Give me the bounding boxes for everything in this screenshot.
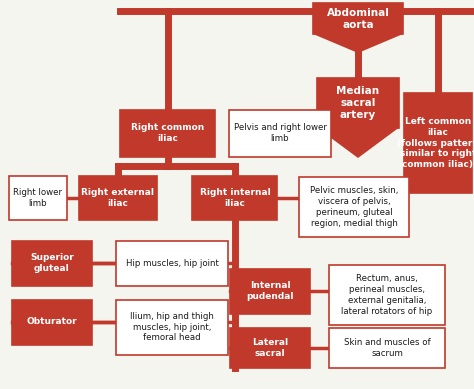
FancyBboxPatch shape [192, 176, 277, 220]
Text: Right lower
limb: Right lower limb [13, 188, 63, 208]
Text: Left common
iliac
(follows pattern
similar to right
common iliac): Left common iliac (follows pattern simil… [397, 117, 474, 169]
FancyBboxPatch shape [116, 240, 228, 286]
FancyBboxPatch shape [329, 265, 445, 325]
FancyBboxPatch shape [12, 240, 92, 286]
Text: Lateral
sacral: Lateral sacral [252, 338, 288, 358]
FancyBboxPatch shape [12, 300, 92, 345]
Text: Abdominal
aorta: Abdominal aorta [327, 7, 390, 30]
FancyBboxPatch shape [404, 93, 472, 193]
FancyBboxPatch shape [79, 176, 157, 220]
FancyBboxPatch shape [116, 300, 228, 354]
FancyBboxPatch shape [230, 268, 310, 314]
FancyBboxPatch shape [230, 328, 310, 368]
FancyBboxPatch shape [329, 328, 445, 368]
Text: Pelvis and right lower
limb: Pelvis and right lower limb [234, 123, 327, 143]
Text: Ilium, hip and thigh
muscles, hip joint,
femoral head: Ilium, hip and thigh muscles, hip joint,… [130, 312, 214, 342]
Text: Internal
pudendal: Internal pudendal [246, 281, 294, 301]
Text: Median
sacral
artery: Median sacral artery [337, 86, 380, 120]
Text: Rectum, anus,
perineal muscles,
external genitalia,
lateral rotators of hip: Rectum, anus, perineal muscles, external… [341, 274, 433, 315]
Polygon shape [313, 34, 403, 53]
Polygon shape [317, 128, 399, 158]
FancyBboxPatch shape [229, 109, 331, 156]
Text: Hip muscles, hip joint: Hip muscles, hip joint [126, 259, 219, 268]
Text: Obturator: Obturator [27, 317, 77, 326]
Text: Pelvic muscles, skin,
viscera of pelvis,
perineum, gluteal
region, medial thigh: Pelvic muscles, skin, viscera of pelvis,… [310, 186, 398, 228]
Text: Superior
gluteal: Superior gluteal [30, 253, 74, 273]
Text: Right internal
iliac: Right internal iliac [200, 188, 270, 208]
FancyBboxPatch shape [317, 78, 399, 128]
FancyBboxPatch shape [313, 3, 403, 34]
FancyBboxPatch shape [299, 177, 409, 237]
FancyBboxPatch shape [9, 176, 67, 220]
Text: Right external
iliac: Right external iliac [82, 188, 155, 208]
FancyBboxPatch shape [120, 109, 216, 156]
Text: Right common
iliac: Right common iliac [131, 123, 205, 143]
Text: Skin and muscles of
sacrum: Skin and muscles of sacrum [344, 338, 430, 358]
